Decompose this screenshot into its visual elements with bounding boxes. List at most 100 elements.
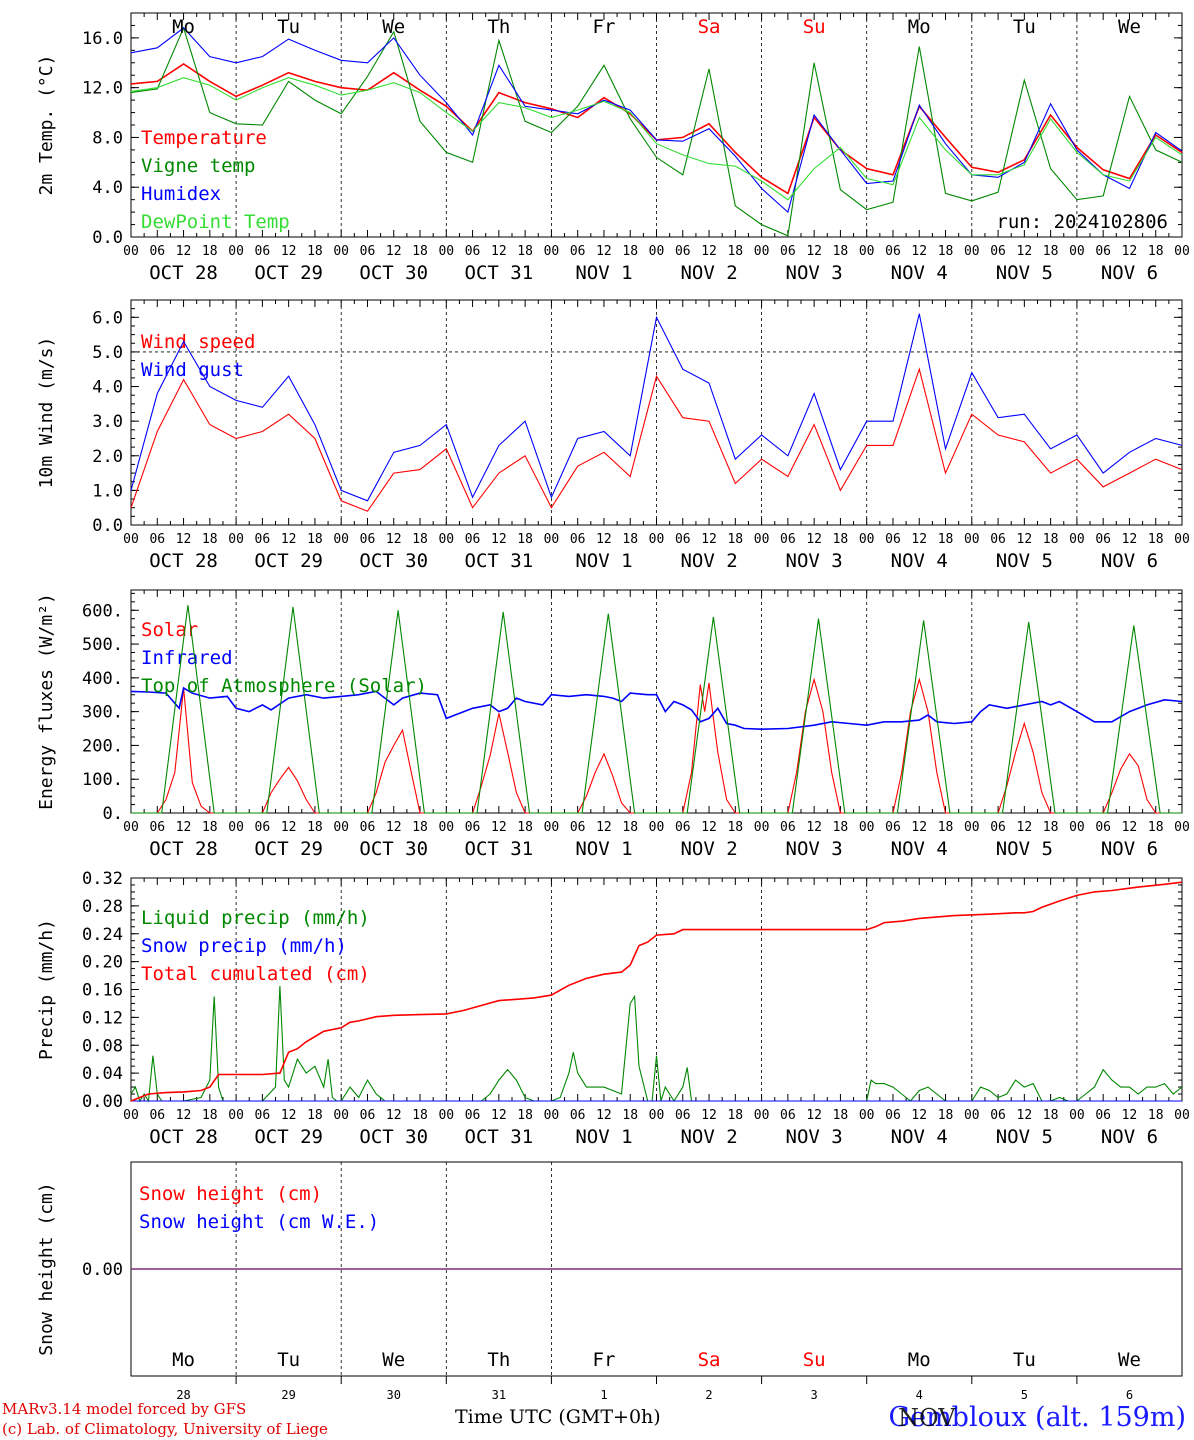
legend-1: Infrared [141, 647, 233, 669]
hour-tick-label: 18 [727, 1108, 743, 1123]
hour-tick-label: 00 [1069, 532, 1085, 547]
hour-tick-label: 00 [754, 532, 770, 547]
hour-tick-label: 12 [1017, 820, 1033, 835]
hour-tick-label: 18 [307, 244, 323, 259]
y-tick-label: 0.28 [82, 897, 123, 917]
hour-tick-label: 00 [964, 532, 980, 547]
hour-tick-label: 12 [281, 820, 297, 835]
hour-tick-label: 18 [1148, 820, 1164, 835]
day-number: 2 [705, 1388, 712, 1402]
hour-tick-label: 18 [727, 532, 743, 547]
hour-tick-label: 06 [780, 532, 796, 547]
hour-tick-label: 18 [622, 820, 638, 835]
legend-1: Snow height (cm W.E.) [139, 1211, 379, 1233]
hour-tick-label: 18 [1148, 1108, 1164, 1123]
hour-tick-label: 18 [202, 1108, 218, 1123]
day-number: 6 [1126, 1388, 1133, 1402]
hour-tick-label: 06 [570, 244, 586, 259]
y-tick-label: 0.0 [92, 228, 123, 248]
hour-tick-label: 12 [491, 1108, 507, 1123]
series-line-1 [130, 313, 1183, 502]
hour-tick-label: 12 [701, 1108, 717, 1123]
hour-tick-label: 18 [938, 244, 954, 259]
hour-tick-label: 12 [1017, 1108, 1033, 1123]
y-axis-title: 10m Wind (m/s) [36, 337, 57, 489]
hour-tick-label: 12 [911, 1108, 927, 1123]
hour-tick-label: 00 [964, 820, 980, 835]
hour-tick-label: 18 [938, 532, 954, 547]
y-tick-label: 0.32 [82, 869, 123, 889]
y-tick-label: 600. [82, 601, 123, 621]
hour-tick-label: 00 [859, 1108, 875, 1123]
hour-tick-label: 12 [386, 532, 402, 547]
day-name: We [1118, 1349, 1141, 1371]
hour-tick-label: 12 [1017, 532, 1033, 547]
legend-0: Snow height (cm) [139, 1183, 322, 1205]
series-line-2 [131, 605, 1182, 814]
day-number: 3 [811, 1388, 818, 1402]
hour-tick-label: 18 [307, 820, 323, 835]
legend-3: DewPoint Temp [141, 211, 290, 233]
date-label: NOV 5 [996, 1126, 1053, 1148]
hour-tick-label: 12 [386, 820, 402, 835]
hour-tick-label: 18 [202, 532, 218, 547]
date-label: OCT 30 [359, 838, 428, 860]
legend-0: Temperature [141, 127, 267, 149]
day-name: Fr [593, 1349, 616, 1371]
model-credit-line1: MARv3.14 model forced by GFS [2, 1400, 247, 1418]
date-label: OCT 28 [149, 1126, 218, 1148]
day-number: 30 [387, 1388, 401, 1402]
y-tick-label: 0.0 [92, 516, 123, 536]
hour-tick-label: 00 [649, 820, 665, 835]
y-tick-label: 4.0 [92, 378, 123, 398]
hour-tick-label: 06 [360, 244, 376, 259]
hour-tick-label: 18 [307, 532, 323, 547]
hour-tick-label: 12 [491, 532, 507, 547]
date-label: NOV 2 [680, 838, 737, 860]
hour-tick-label: 06 [149, 820, 165, 835]
date-label: OCT 31 [465, 262, 534, 284]
hour-tick-label: 00 [228, 1108, 244, 1123]
hour-tick-label: 00 [333, 532, 349, 547]
hour-tick-label: 00 [859, 244, 875, 259]
hour-tick-label: 00 [1069, 244, 1085, 259]
day-number: 29 [281, 1388, 295, 1402]
date-label: NOV 5 [996, 550, 1053, 572]
hour-tick-label: 06 [465, 1108, 481, 1123]
date-label: NOV 4 [891, 262, 948, 284]
hour-tick-label: 12 [1122, 1108, 1138, 1123]
date-label: NOV 1 [575, 838, 632, 860]
hour-tick-label: 06 [885, 244, 901, 259]
hour-tick-label: 00 [859, 532, 875, 547]
hour-tick-label: 06 [780, 244, 796, 259]
hour-tick-label: 18 [1043, 244, 1059, 259]
hour-tick-label: 06 [360, 532, 376, 547]
hour-tick-label: 00 [649, 1108, 665, 1123]
hour-tick-label: 06 [885, 820, 901, 835]
hour-tick-label: 12 [386, 244, 402, 259]
series-line-0 [130, 985, 1183, 1103]
hour-tick-label: 06 [780, 1108, 796, 1123]
day-name: Su [803, 16, 826, 38]
hour-tick-label: 12 [911, 244, 927, 259]
legend-1: Wind gust [141, 359, 244, 381]
hour-tick-label: 06 [465, 244, 481, 259]
hour-tick-label: 00 [1174, 532, 1190, 547]
hour-tick-label: 18 [202, 244, 218, 259]
series-line-2 [130, 27, 1183, 214]
hour-tick-label: 18 [1043, 1108, 1059, 1123]
legend-2: Top of Atmosphere (Solar) [141, 675, 427, 697]
hour-tick-label: 12 [806, 1108, 822, 1123]
hour-tick-label: 00 [438, 244, 454, 259]
hour-tick-label: 12 [911, 820, 927, 835]
date-label: NOV 3 [786, 262, 843, 284]
plot-frame [130, 299, 1183, 526]
day-name: Mo [908, 16, 931, 38]
hour-tick-label: 12 [596, 244, 612, 259]
date-label: NOV 2 [680, 1126, 737, 1148]
hour-tick-label: 12 [176, 532, 192, 547]
date-label: OCT 29 [254, 1126, 323, 1148]
hour-tick-label: 06 [255, 532, 271, 547]
hour-tick-label: 06 [570, 1108, 586, 1123]
